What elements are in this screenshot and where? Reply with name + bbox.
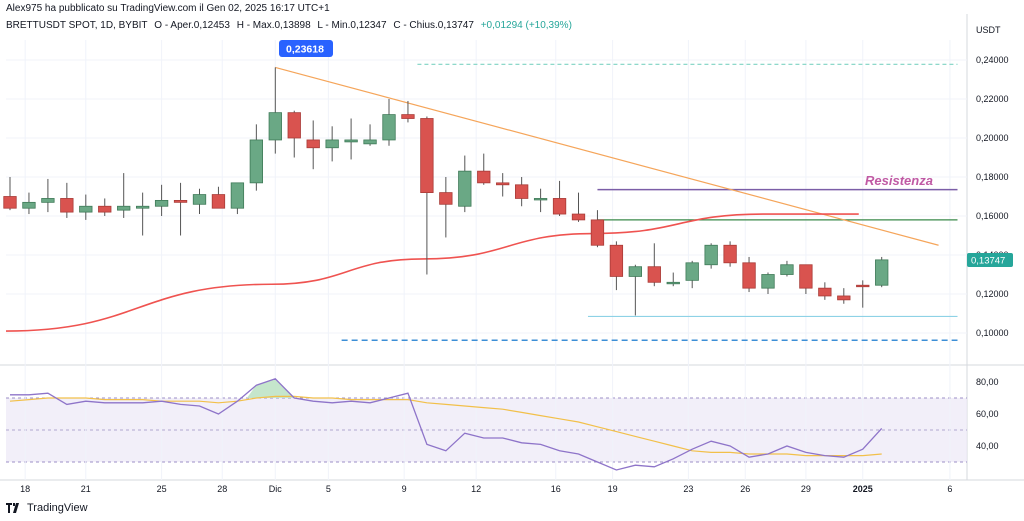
candle-body[interactable] bbox=[666, 281, 680, 285]
time-tick-label: 5 bbox=[326, 484, 331, 494]
published-by-text: Alex975 ha pubblicato su TradingView.com… bbox=[6, 3, 330, 14]
candle-body[interactable] bbox=[325, 139, 339, 149]
trendline[interactable] bbox=[275, 66, 939, 246]
peak-callout-box[interactable] bbox=[279, 40, 333, 57]
time-tick-label: Dic bbox=[269, 484, 282, 494]
candle-body[interactable] bbox=[515, 184, 529, 199]
candle-body[interactable] bbox=[268, 112, 282, 141]
candle-body[interactable] bbox=[60, 198, 74, 213]
candle-body[interactable] bbox=[477, 170, 491, 184]
candle-body[interactable] bbox=[458, 170, 472, 207]
symbol-name[interactable]: BRETTUSDT SPOT, 1D, BYBIT bbox=[6, 20, 148, 31]
high-value: H - Max.0,13898 bbox=[236, 20, 311, 31]
candle-body[interactable] bbox=[382, 114, 396, 141]
candle-body[interactable] bbox=[590, 219, 605, 246]
rsi-tick-label: 40,00 bbox=[976, 441, 999, 451]
time-tick-label: 18 bbox=[20, 484, 30, 494]
time-tick-label: 2025 bbox=[853, 484, 873, 494]
candle-body[interactable] bbox=[249, 139, 264, 184]
candle-body[interactable] bbox=[401, 114, 415, 119]
last-price-label: 0,13747 bbox=[971, 256, 1005, 267]
candle-body[interactable] bbox=[287, 112, 301, 139]
change-value: +0,01294 (+10,39%) bbox=[480, 20, 572, 31]
resistance-label[interactable]: Resistenza bbox=[865, 173, 933, 188]
candle-body[interactable] bbox=[875, 259, 889, 286]
low-value: L - Min.0,12347 bbox=[317, 20, 387, 31]
candle-body[interactable] bbox=[211, 194, 226, 209]
candle-body[interactable] bbox=[3, 196, 17, 209]
open-value: O - Aper.0,12453 bbox=[154, 20, 230, 31]
candle-body[interactable] bbox=[344, 139, 358, 143]
candle-body[interactable] bbox=[496, 182, 510, 186]
time-tick-label: 26 bbox=[740, 484, 750, 494]
lines-layer bbox=[5, 63, 958, 341]
price-tick-label: 0,20000 bbox=[976, 133, 1009, 143]
candle-body[interactable] bbox=[761, 274, 775, 289]
candle-body[interactable] bbox=[723, 244, 737, 264]
candle-body[interactable] bbox=[647, 266, 661, 283]
time-tick-label: 25 bbox=[157, 484, 167, 494]
price-axis-currency: USDT bbox=[976, 25, 1001, 35]
candle-body[interactable] bbox=[628, 266, 642, 277]
candle-body[interactable] bbox=[704, 244, 718, 266]
candle-body[interactable] bbox=[552, 198, 567, 215]
candle-body[interactable] bbox=[799, 264, 813, 289]
tradingview-brand: TradingView bbox=[27, 502, 88, 514]
time-tick-label: 19 bbox=[608, 484, 618, 494]
moving-average-line[interactable] bbox=[5, 213, 859, 332]
close-value: C - Chius.0,13747 bbox=[393, 20, 474, 31]
candle-body[interactable] bbox=[571, 213, 586, 221]
rsi-ma-line[interactable] bbox=[9, 395, 882, 457]
time-tick-label: 6 bbox=[947, 484, 952, 494]
price-tick-label: 0,16000 bbox=[976, 211, 1009, 221]
candle-body[interactable] bbox=[363, 139, 377, 145]
tradingview-logo[interactable]: TradingView bbox=[6, 502, 88, 514]
rsi-layer bbox=[9, 378, 883, 471]
time-tick-label: 21 bbox=[81, 484, 91, 494]
time-tick-label: 9 bbox=[402, 484, 407, 494]
candle-body[interactable] bbox=[856, 284, 870, 288]
candle-body[interactable] bbox=[818, 287, 832, 297]
price-tick-label: 0,24000 bbox=[976, 55, 1009, 65]
price-tick-label: 0,12000 bbox=[976, 289, 1009, 299]
candle-body[interactable] bbox=[135, 205, 150, 209]
candle-body[interactable] bbox=[439, 192, 453, 205]
time-tick-label: 12 bbox=[471, 484, 481, 494]
candle-body[interactable] bbox=[609, 244, 624, 277]
last-price-badge bbox=[967, 253, 1013, 267]
candle-body[interactable] bbox=[41, 198, 55, 203]
axis-layer: 0,240000,220000,200000,180000,160000,140… bbox=[20, 55, 1008, 494]
rsi-tick-label: 60,00 bbox=[976, 409, 999, 419]
candle-body[interactable] bbox=[742, 262, 756, 289]
symbol-info-bar: BRETTUSDT SPOT, 1D, BYBIT O - Aper.0,124… bbox=[6, 20, 576, 31]
price-tick-label: 0,18000 bbox=[976, 172, 1009, 182]
time-tick-label: 23 bbox=[683, 484, 693, 494]
price-tick-label: 0,10000 bbox=[976, 328, 1009, 338]
candle-body[interactable] bbox=[230, 182, 245, 209]
time-tick-label: 16 bbox=[551, 484, 561, 494]
time-tick-label: 28 bbox=[217, 484, 227, 494]
candles-layer bbox=[3, 67, 889, 316]
candle-body[interactable] bbox=[173, 199, 188, 203]
candle-body[interactable] bbox=[22, 201, 36, 209]
candle-body[interactable] bbox=[98, 205, 112, 213]
tradingview-icon bbox=[6, 503, 22, 513]
candle-body[interactable] bbox=[685, 262, 699, 281]
rsi-tick-label: 80,00 bbox=[976, 377, 999, 387]
candle-body[interactable] bbox=[780, 264, 794, 275]
candle-body[interactable] bbox=[154, 199, 169, 207]
time-tick-label: 29 bbox=[801, 484, 811, 494]
candle-body[interactable] bbox=[837, 295, 851, 301]
price-tick-label: 0,22000 bbox=[976, 94, 1009, 104]
candle-body[interactable] bbox=[79, 205, 93, 213]
candle-body[interactable] bbox=[117, 205, 131, 211]
candle-body[interactable] bbox=[306, 139, 320, 149]
rsi-line[interactable] bbox=[10, 378, 883, 471]
candle-body[interactable] bbox=[420, 118, 434, 193]
candle-body[interactable] bbox=[533, 198, 548, 201]
candle-body[interactable] bbox=[192, 194, 207, 205]
rsi-overbought-fill bbox=[246, 378, 304, 398]
peak-callout-label: 0,23618 bbox=[286, 44, 324, 56]
